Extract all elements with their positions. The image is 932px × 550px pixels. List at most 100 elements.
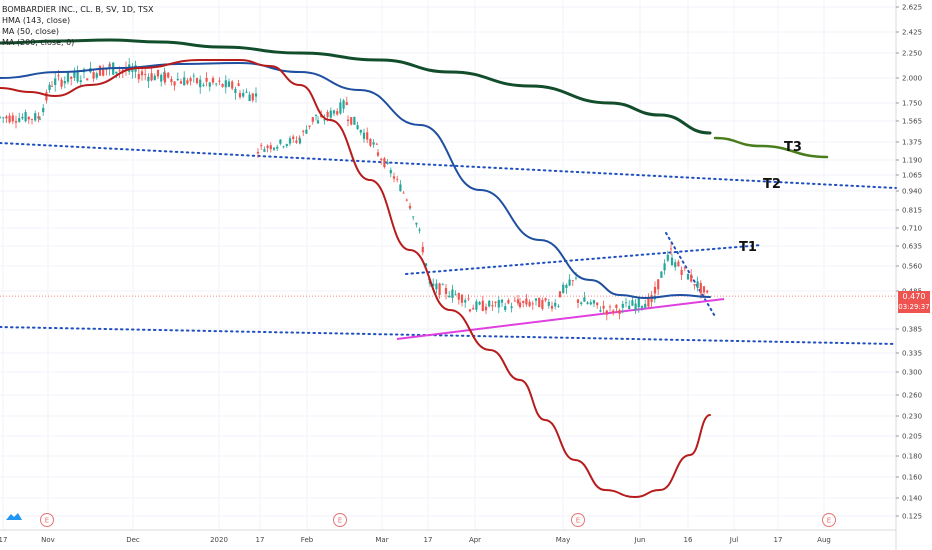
candle-body [484, 306, 488, 311]
candle-body [574, 277, 578, 279]
earnings-marker-label: E [45, 517, 49, 525]
candle-body [323, 119, 326, 121]
candle-body [468, 309, 472, 312]
candle-body [186, 80, 189, 84]
candle-body [599, 310, 602, 312]
candle-body [464, 300, 467, 303]
candle-body [73, 71, 76, 78]
candle-body [467, 298, 470, 300]
candle-body [34, 113, 37, 121]
candle-body [568, 279, 571, 286]
price-axis-label: 0.815 [902, 207, 922, 215]
earnings-marker-label: E [576, 517, 580, 525]
candle-body [415, 222, 418, 225]
candle-body [218, 80, 221, 82]
price-axis-label: 0.180 [902, 453, 922, 461]
last-price-tag: 0.470 [898, 290, 930, 302]
candle-body [295, 140, 298, 143]
candle-body [254, 93, 258, 97]
price-axis-label: 0.300 [902, 369, 922, 377]
candle-body [237, 83, 240, 86]
candle-body [605, 310, 608, 315]
earnings-marker-icon [822, 513, 836, 527]
price-axis-label: 2.000 [902, 75, 922, 83]
price-axis-label: 1.565 [902, 118, 922, 126]
candle-body [457, 293, 460, 300]
time-axis-label: 17 [774, 536, 783, 544]
candle-body [276, 146, 279, 149]
candle-body [525, 298, 528, 305]
candle-body [336, 111, 339, 115]
candle-body [57, 75, 60, 77]
candle-body [516, 299, 520, 304]
candle-body [282, 146, 285, 148]
candle-body [657, 279, 660, 290]
candle-body [11, 115, 14, 122]
candle-body [522, 300, 525, 303]
candle-body [140, 71, 144, 76]
candle-body [8, 115, 11, 123]
price-axis-label: 0.125 [902, 513, 922, 521]
candle-body [674, 262, 677, 268]
candle-body [305, 129, 308, 134]
candle-body [189, 78, 192, 82]
tradingview-logo-icon [6, 513, 22, 520]
candle-body [544, 298, 547, 301]
candle-body [618, 310, 621, 315]
candle-body [86, 78, 89, 81]
candle-body [589, 302, 592, 305]
candle-body [211, 78, 215, 83]
candle-body [541, 300, 544, 309]
candle-body [375, 143, 378, 145]
candle-body [706, 290, 709, 293]
candle-body [221, 83, 224, 87]
candle-body [92, 72, 95, 79]
candle-body [547, 301, 550, 306]
candle-body [288, 138, 292, 144]
candle-body [438, 283, 441, 295]
candle-body [677, 261, 680, 267]
candle-body [0, 116, 2, 118]
price-axis-label: 2.425 [902, 29, 922, 37]
candle-body [702, 286, 706, 293]
candle-body [215, 83, 218, 85]
candle-body [531, 303, 534, 305]
candle-body [342, 100, 345, 109]
candle-body [481, 300, 484, 311]
candle-body [653, 286, 657, 294]
candle-body [238, 93, 242, 98]
candle-body [680, 269, 683, 275]
price-axis-label: 1.065 [902, 172, 922, 180]
candle-body [435, 283, 438, 290]
candle-body [408, 205, 412, 209]
candle-body [669, 248, 673, 250]
candle-body [399, 184, 402, 192]
candle-body [380, 158, 383, 161]
candle-body [644, 303, 647, 308]
ma50-line [0, 61, 711, 300]
candle-body [144, 74, 147, 76]
candle-body [386, 162, 389, 164]
candle-body [362, 132, 366, 139]
time-axis-label: 17 [256, 536, 265, 544]
candle-body [266, 145, 269, 148]
candle-body [248, 94, 251, 102]
candle-body [195, 78, 199, 84]
candle-body [245, 91, 248, 93]
candle-body [418, 229, 421, 231]
price-axis-label: 1.750 [902, 100, 922, 108]
time-axis-label: 2020 [210, 536, 228, 544]
candle-body [612, 310, 615, 314]
candle-body [224, 80, 227, 88]
candle-body [66, 72, 70, 82]
legend-ma200: MA (200, close, 0) [2, 38, 75, 47]
candle-body [448, 295, 451, 298]
time-axis-label: Apr [469, 536, 481, 544]
candle-body [534, 298, 538, 301]
candle-body [234, 88, 237, 93]
price-axis-label: 0.205 [902, 433, 922, 441]
price-axis-label: 0.560 [902, 263, 922, 271]
candle-body [356, 125, 359, 130]
ma200-line [0, 38, 712, 135]
